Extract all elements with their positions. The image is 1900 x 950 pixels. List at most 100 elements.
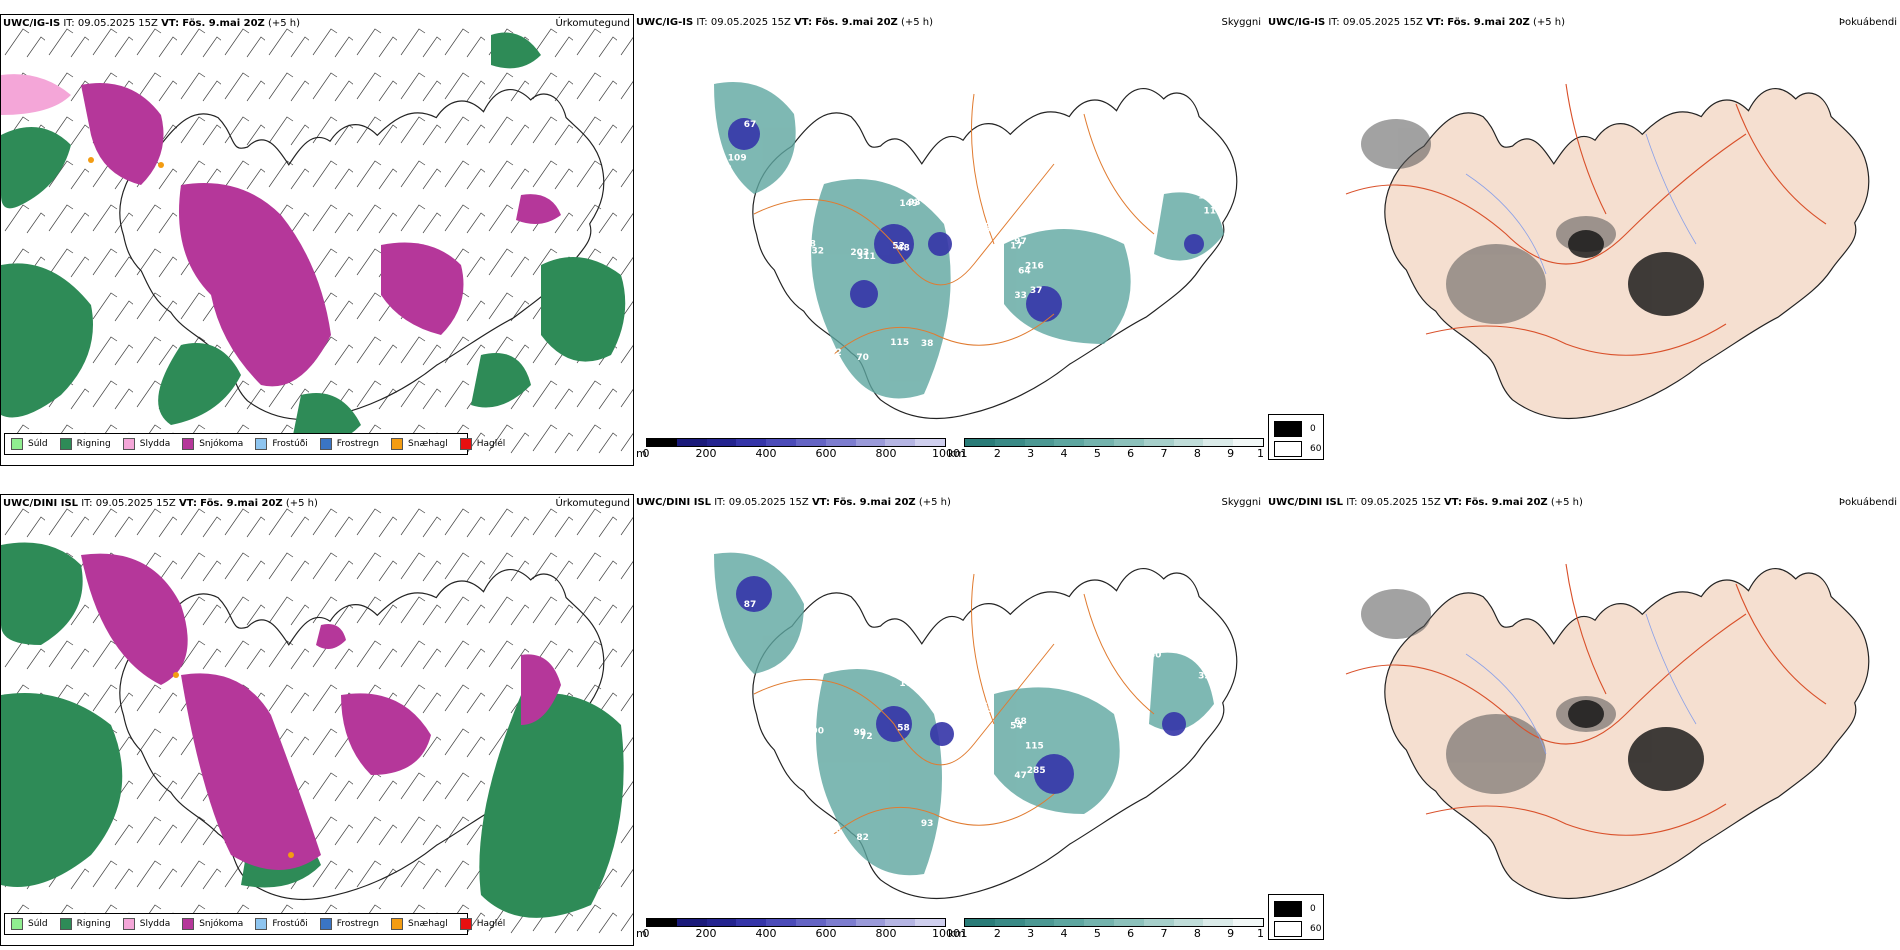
legend-label: Snæhagl [408, 919, 448, 929]
panel-header: UWC/DINI ISL IT: 09.05.2025 15Z VT: Fös.… [1268, 497, 1583, 508]
colorbar-segment [1203, 439, 1234, 446]
panel-header: UWC/DINI ISL IT: 09.05.2025 15Z VT: Fös.… [3, 498, 318, 509]
colorbar-segment [825, 919, 856, 926]
cloud-base-label: 180 [994, 149, 1013, 159]
legend-swatch [182, 438, 195, 450]
legend-label: Slydda [139, 919, 171, 929]
colorbar-segment [1113, 439, 1144, 446]
colorbar-segment [885, 919, 916, 926]
cloud-base-label: 23 [1132, 639, 1145, 649]
colorbar-segment [915, 439, 945, 446]
cloud-base-label: 93 [908, 198, 921, 208]
colorbar-tick: 1 [960, 447, 968, 460]
legend-swatch [59, 918, 72, 930]
cloud-base-label: 55 [981, 705, 994, 715]
legend-label: Slydda [139, 439, 171, 449]
cover-panel-row1: UWC/IG-IS IT: 09.05.2025 15Z VT: Fös. 9.… [1266, 14, 1900, 464]
colorbar-segment [1024, 919, 1055, 926]
panel-title: Úrkomutegund [555, 498, 630, 509]
cloud-base-label: 55 [1014, 153, 1027, 163]
cloud-base-label: 64 [1018, 267, 1031, 277]
cloud-base-label: 222 [758, 227, 777, 237]
fog-legend: 0 60 [1268, 894, 1324, 940]
precip-type-panel-row1: UWC/IG-IS IT: 09.05.2025 15Z VT: Fös. 9.… [0, 14, 634, 466]
cloud-base-label: 54 [1010, 722, 1023, 732]
colorbar-segment [1084, 439, 1114, 446]
cloud-base-label: 311 [857, 252, 876, 262]
cloud-base-label: 87 [744, 600, 757, 610]
colorbar-segment [766, 919, 796, 926]
colorbar-tick: 600 [815, 447, 837, 460]
cloud-base-label: 132 [805, 246, 824, 256]
panel-header: UWC/IG-IS IT: 09.05.2025 15Z VT: Fös. 9.… [1268, 17, 1566, 28]
cloud-base-label: 48 [897, 244, 910, 254]
colorbar-segment [795, 919, 826, 926]
legend-swatch [459, 918, 472, 930]
legend-label: Rigning [76, 439, 111, 449]
cloud-base-label: 54 [761, 218, 774, 228]
cloud-base-label: 410 [988, 316, 1007, 326]
cloud-base-label: 67 [982, 702, 995, 712]
legend-item: Rigning [59, 438, 111, 450]
colorbar-segment [1173, 439, 1204, 446]
cloud-base-label: 216 [1025, 262, 1044, 272]
legend-label: Haglél [476, 439, 506, 449]
legend-item: Slydda [122, 918, 171, 930]
legend-label: Snjókoma [199, 919, 244, 929]
cloud-base-label: 198 [713, 165, 732, 175]
cloud-base-label: 93 [921, 819, 934, 829]
cloud-base-label: 160 [1143, 650, 1162, 660]
colorbar-tick: 7 [1160, 927, 1168, 940]
cloud-base-label: 200 [728, 674, 747, 684]
cloud-base-label: 72 [1071, 151, 1084, 161]
precip-type-panel-row2: UWC/DINI ISL IT: 09.05.2025 15Z VT: Fös.… [0, 494, 634, 946]
cover-panel-row2: UWC/DINI ISL IT: 09.05.2025 15Z VT: Fös.… [1266, 494, 1900, 944]
panel-title: Þokuábendi [1838, 17, 1897, 28]
cloud-base-label: 270 [936, 160, 955, 170]
colorbar-segment [706, 919, 737, 926]
legend-item: Snjókoma [182, 918, 243, 930]
colorbar-segment [1054, 439, 1085, 446]
cloud-base-label: 55 [908, 678, 921, 688]
cloud-base-label: 103 [722, 205, 741, 215]
legend-item: Súld [11, 438, 48, 450]
colorbar-tick: 2 [993, 447, 1001, 460]
cloud-base-label: 93 [1086, 159, 1099, 169]
cloud-base-label: 22 [716, 645, 729, 655]
colorbar-segment [855, 919, 886, 926]
panel-title: Úrkomutegund [555, 18, 630, 29]
cloud-base-label: 115 [1025, 742, 1044, 752]
colorbar-tick: 200 [695, 447, 717, 460]
colorbar-segment [1173, 919, 1204, 926]
legend-swatch [122, 918, 135, 930]
cloud-base-label: 70 [856, 353, 869, 363]
cloud-base-label: 167 [1198, 191, 1217, 201]
legend-item: Rigning [59, 918, 111, 930]
legend-swatch [11, 918, 23, 930]
colorbar-tick: 4 [1060, 447, 1068, 460]
panel-header: UWC/IG-IS IT: 09.05.2025 15Z VT: Fös. 9.… [636, 17, 934, 28]
colorbar-segment [965, 439, 995, 446]
colorbar-tick: 1000 [932, 447, 960, 460]
legend-item: Frostregn [319, 918, 379, 930]
fog-swatch [1274, 921, 1302, 937]
fog-swatch [1274, 421, 1302, 437]
precip-type-map-row2 [1, 495, 633, 945]
panel-header: UWC/DINI ISL IT: 09.05.2025 15Z VT: Fös.… [636, 497, 951, 508]
visibility-unit: km [948, 927, 966, 940]
cloud-base-label: 109 [728, 153, 747, 163]
colorbar-tick: 6 [1127, 447, 1135, 460]
cloud-base-label: 290 [805, 726, 824, 736]
precip-legend: Súld Rigning Slydda Snjókoma Frostúði Frostre… [4, 433, 505, 455]
panel-title: Skyggni [1221, 497, 1261, 508]
colorbar-tick: 800 [875, 447, 897, 460]
cloud-base-label: 203 [850, 248, 869, 258]
legend-item: Frostúði [255, 918, 308, 930]
colorbar-tick: 8 [1193, 447, 1201, 460]
clouds-map-row1: 4043112703710380701499713218041019816748… [634, 14, 1264, 464]
colorbar-segment [766, 439, 796, 446]
cloud-base-label: 270 [1143, 170, 1162, 180]
cloud-base-label: 104 [899, 679, 918, 689]
legend-swatch [319, 438, 332, 450]
cloud-base-label: 38 [921, 339, 934, 349]
